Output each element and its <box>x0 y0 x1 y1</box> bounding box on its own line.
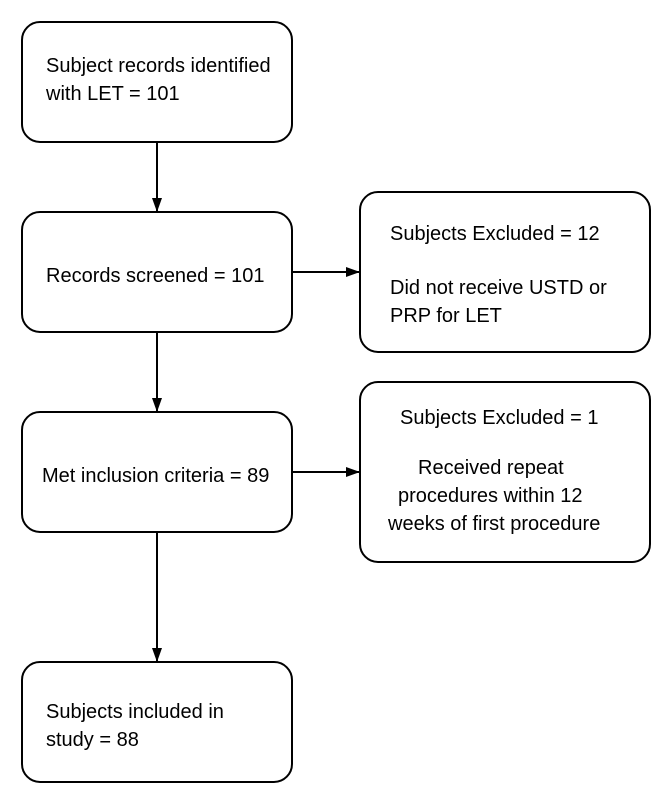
arrowhead <box>346 467 360 477</box>
node-text: Subjects Excluded = 1 <box>400 407 598 429</box>
node-excluded2: Subjects Excluded = 1 Received repeat proc… <box>360 382 650 562</box>
node-text: Records screened = 101 <box>46 265 264 287</box>
node-text: procedures within 12 <box>398 485 583 507</box>
arrowhead <box>152 198 162 212</box>
node-text: Subject records identified <box>46 55 271 77</box>
node-text: PRP for LET <box>390 305 502 327</box>
flowchart-canvas: Subject records identified with LET = 101… <box>0 0 664 810</box>
arrowhead <box>152 398 162 412</box>
node-inclusion: Met inclusion criteria = 89 <box>22 412 292 532</box>
node-text: Received repeat <box>418 457 564 479</box>
node-included: Subjects included in study = 88 <box>22 662 292 782</box>
node-text: Subjects Excluded = 12 <box>390 223 600 245</box>
node-text: weeks of first procedure <box>387 513 600 535</box>
node-screened: Records screened = 101 <box>22 212 292 332</box>
arrowhead <box>152 648 162 662</box>
node-text: with LET = 101 <box>45 83 180 105</box>
arrowhead <box>346 267 360 277</box>
node-text: Did not receive USTD or <box>390 277 607 299</box>
node-text: Subjects included in <box>46 701 224 723</box>
node-excluded1: Subjects Excluded = 12 Did not receive US… <box>360 192 650 352</box>
node-text: Met inclusion criteria = 89 <box>42 465 269 487</box>
node-text: study = 88 <box>46 729 139 751</box>
node-identified: Subject records identified with LET = 101 <box>22 22 292 142</box>
